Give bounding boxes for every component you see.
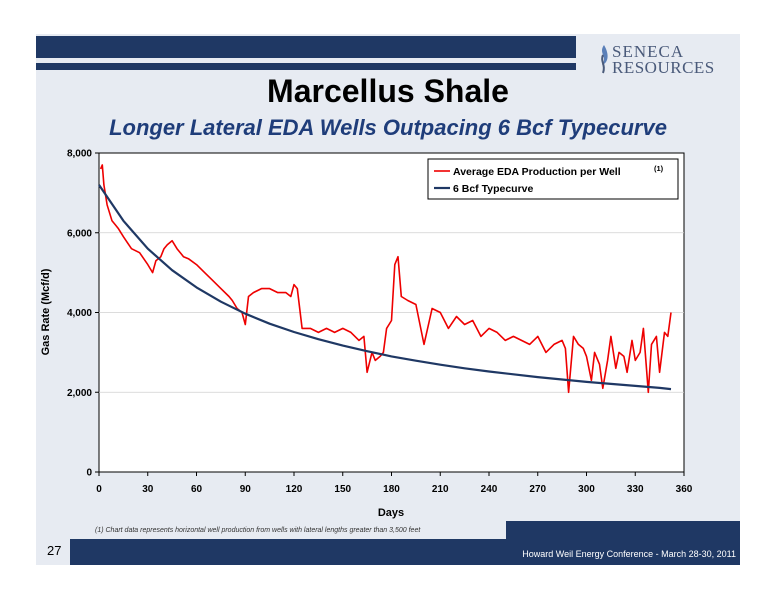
header-band-top [36, 36, 576, 58]
y-axis-label: Gas Rate (Mcf/d) [40, 268, 52, 355]
x-tick-label: 360 [676, 484, 693, 495]
y-tick-label: 8,000 [67, 149, 92, 160]
x-tick-label: 60 [191, 484, 203, 495]
page-number: 27 [47, 543, 62, 558]
production-series-line [99, 164, 672, 394]
y-tick-label: 6,000 [67, 228, 92, 239]
typecurve-series-line [98, 184, 672, 391]
x-tick-label: 300 [578, 484, 595, 495]
header-band-bottom [36, 63, 576, 70]
x-tick-label: 330 [627, 484, 644, 495]
x-tick-label: 0 [96, 484, 102, 495]
legend-label: Average EDA Production per Well [453, 166, 621, 178]
x-tick-label: 270 [529, 484, 546, 495]
logo-line2: RESOURCES [612, 58, 715, 77]
conference-label: Howard Weil Energy Conference - March 28… [522, 549, 736, 559]
x-axis-label: Days [378, 507, 404, 519]
x-tick-label: 30 [142, 484, 154, 495]
logo-line1: SENECA [612, 42, 685, 61]
seneca-logo: SENECA RESOURCES [592, 40, 732, 80]
x-tick-label: 120 [286, 484, 303, 495]
y-tick-label: 4,000 [67, 308, 92, 319]
legend-box [427, 158, 679, 200]
y-tick-label: 2,000 [67, 388, 92, 399]
y-tick-label: 0 [86, 468, 92, 479]
x-tick-label: 150 [334, 484, 351, 495]
footnote: (1) Chart data represents horizontal wel… [95, 527, 421, 534]
x-tick-label: 180 [383, 484, 400, 495]
flame-icon [601, 45, 608, 74]
legend-note: (1) [654, 164, 664, 173]
footer-cut [36, 521, 506, 539]
page-subtitle: Longer Lateral EDA Wells Outpacing 6 Bcf… [109, 115, 667, 140]
x-tick-label: 210 [432, 484, 449, 495]
x-tick-label: 240 [481, 484, 498, 495]
legend-label: 6 Bcf Typecurve [453, 183, 533, 195]
x-tick-label: 90 [240, 484, 252, 495]
page-title: Marcellus Shale [267, 73, 509, 109]
